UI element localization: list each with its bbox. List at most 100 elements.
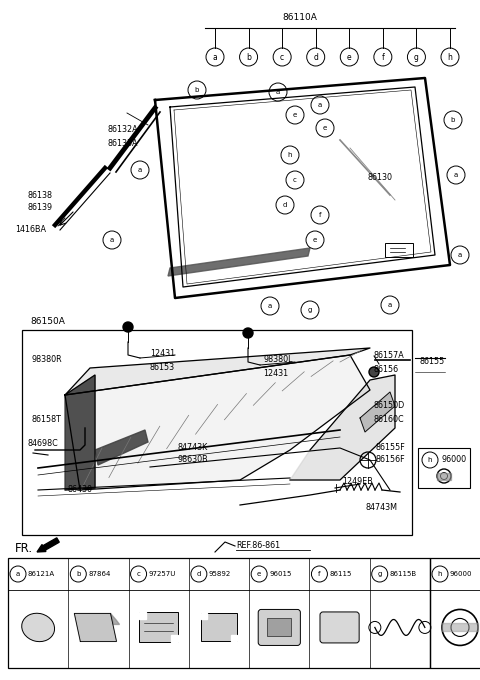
Text: b: b	[246, 52, 251, 61]
Polygon shape	[360, 392, 395, 432]
Text: 12431: 12431	[150, 348, 175, 358]
Text: 86158T: 86158T	[32, 415, 62, 424]
Text: 86115B: 86115B	[390, 571, 417, 577]
Text: a: a	[318, 102, 322, 108]
Text: f: f	[382, 52, 384, 61]
Bar	[22, 330, 412, 535]
Text: e: e	[293, 112, 297, 118]
Text: 96000: 96000	[441, 456, 466, 464]
Text: 86430: 86430	[68, 486, 93, 494]
Text: b: b	[195, 87, 199, 93]
Text: a: a	[276, 89, 280, 95]
Text: d: d	[313, 52, 318, 61]
Circle shape	[369, 367, 379, 377]
Polygon shape	[95, 430, 148, 465]
Text: a: a	[16, 571, 20, 577]
Text: a: a	[388, 302, 392, 308]
Bar	[267, 618, 291, 636]
Text: c: c	[293, 177, 297, 183]
Text: 96015: 96015	[269, 571, 291, 577]
Text: 84743M: 84743M	[365, 503, 397, 511]
Bar	[418, 448, 470, 488]
Text: 84698C: 84698C	[28, 439, 59, 447]
Text: a: a	[268, 303, 272, 309]
Text: 86139: 86139	[28, 203, 53, 212]
Polygon shape	[168, 248, 310, 276]
Text: g: g	[308, 307, 312, 313]
Polygon shape	[139, 613, 146, 619]
Text: h: h	[428, 457, 432, 463]
Text: 86130: 86130	[368, 173, 393, 182]
Bar	[139, 613, 178, 643]
FancyBboxPatch shape	[258, 609, 300, 645]
Text: 86110A: 86110A	[283, 14, 317, 22]
Text: a: a	[458, 252, 462, 258]
Text: 86153: 86153	[150, 362, 175, 371]
Text: h: h	[438, 571, 442, 577]
Text: 86133A: 86133A	[108, 139, 139, 148]
Text: REF.86-861: REF.86-861	[236, 541, 280, 551]
Text: 95892: 95892	[209, 571, 231, 577]
Text: 86155: 86155	[420, 358, 445, 367]
Text: 98630B: 98630B	[178, 456, 209, 464]
Text: b: b	[451, 117, 455, 123]
Text: 86150A: 86150A	[30, 318, 65, 326]
Polygon shape	[171, 635, 178, 643]
Text: 97257U: 97257U	[149, 571, 176, 577]
Polygon shape	[231, 635, 237, 641]
Text: e: e	[313, 237, 317, 243]
Text: d: d	[197, 571, 201, 577]
Polygon shape	[201, 613, 207, 619]
Circle shape	[243, 328, 253, 338]
Text: 86115: 86115	[329, 571, 352, 577]
Text: 86132A: 86132A	[108, 126, 139, 135]
Polygon shape	[65, 348, 370, 395]
Ellipse shape	[22, 613, 55, 642]
Text: 86138: 86138	[28, 190, 53, 199]
Text: 86160C: 86160C	[373, 415, 404, 424]
Polygon shape	[437, 473, 451, 480]
Text: a: a	[138, 167, 142, 173]
Text: a: a	[213, 52, 217, 61]
Text: 96000: 96000	[450, 571, 472, 577]
Text: c: c	[137, 571, 141, 577]
Polygon shape	[110, 613, 120, 624]
Text: 1249EB: 1249EB	[342, 477, 373, 486]
Text: 86157A: 86157A	[373, 350, 404, 360]
Bar	[430, 558, 480, 668]
Bar	[8, 558, 430, 668]
Text: 86156F: 86156F	[375, 456, 405, 464]
Text: h: h	[288, 152, 292, 158]
Circle shape	[369, 622, 381, 634]
Text: 86155F: 86155F	[375, 443, 405, 452]
Text: c: c	[280, 52, 284, 61]
Polygon shape	[290, 375, 395, 480]
Polygon shape	[442, 624, 478, 632]
Circle shape	[419, 622, 431, 634]
Text: a: a	[454, 172, 458, 178]
Text: g: g	[414, 52, 419, 61]
Polygon shape	[65, 355, 370, 490]
Text: 86121A: 86121A	[28, 571, 55, 577]
Text: g: g	[378, 571, 382, 577]
Polygon shape	[74, 613, 117, 641]
Text: 1416BA: 1416BA	[15, 226, 46, 235]
Text: d: d	[283, 202, 287, 208]
Text: 98380R: 98380R	[32, 356, 62, 364]
Text: 12431: 12431	[263, 369, 288, 379]
Text: b: b	[76, 571, 81, 577]
Circle shape	[123, 322, 133, 332]
Text: f: f	[318, 571, 321, 577]
Bar	[385, 243, 413, 257]
Text: 86156: 86156	[373, 366, 398, 375]
Text: 98380L: 98380L	[263, 356, 292, 364]
Text: 86150D: 86150D	[373, 401, 404, 411]
Text: 87864: 87864	[88, 571, 111, 577]
Text: e: e	[323, 125, 327, 131]
Text: a: a	[110, 237, 114, 243]
Polygon shape	[65, 375, 95, 490]
Text: e: e	[257, 571, 261, 577]
Text: e: e	[347, 52, 351, 61]
FancyArrow shape	[37, 538, 59, 552]
Text: FR.: FR.	[15, 541, 33, 554]
